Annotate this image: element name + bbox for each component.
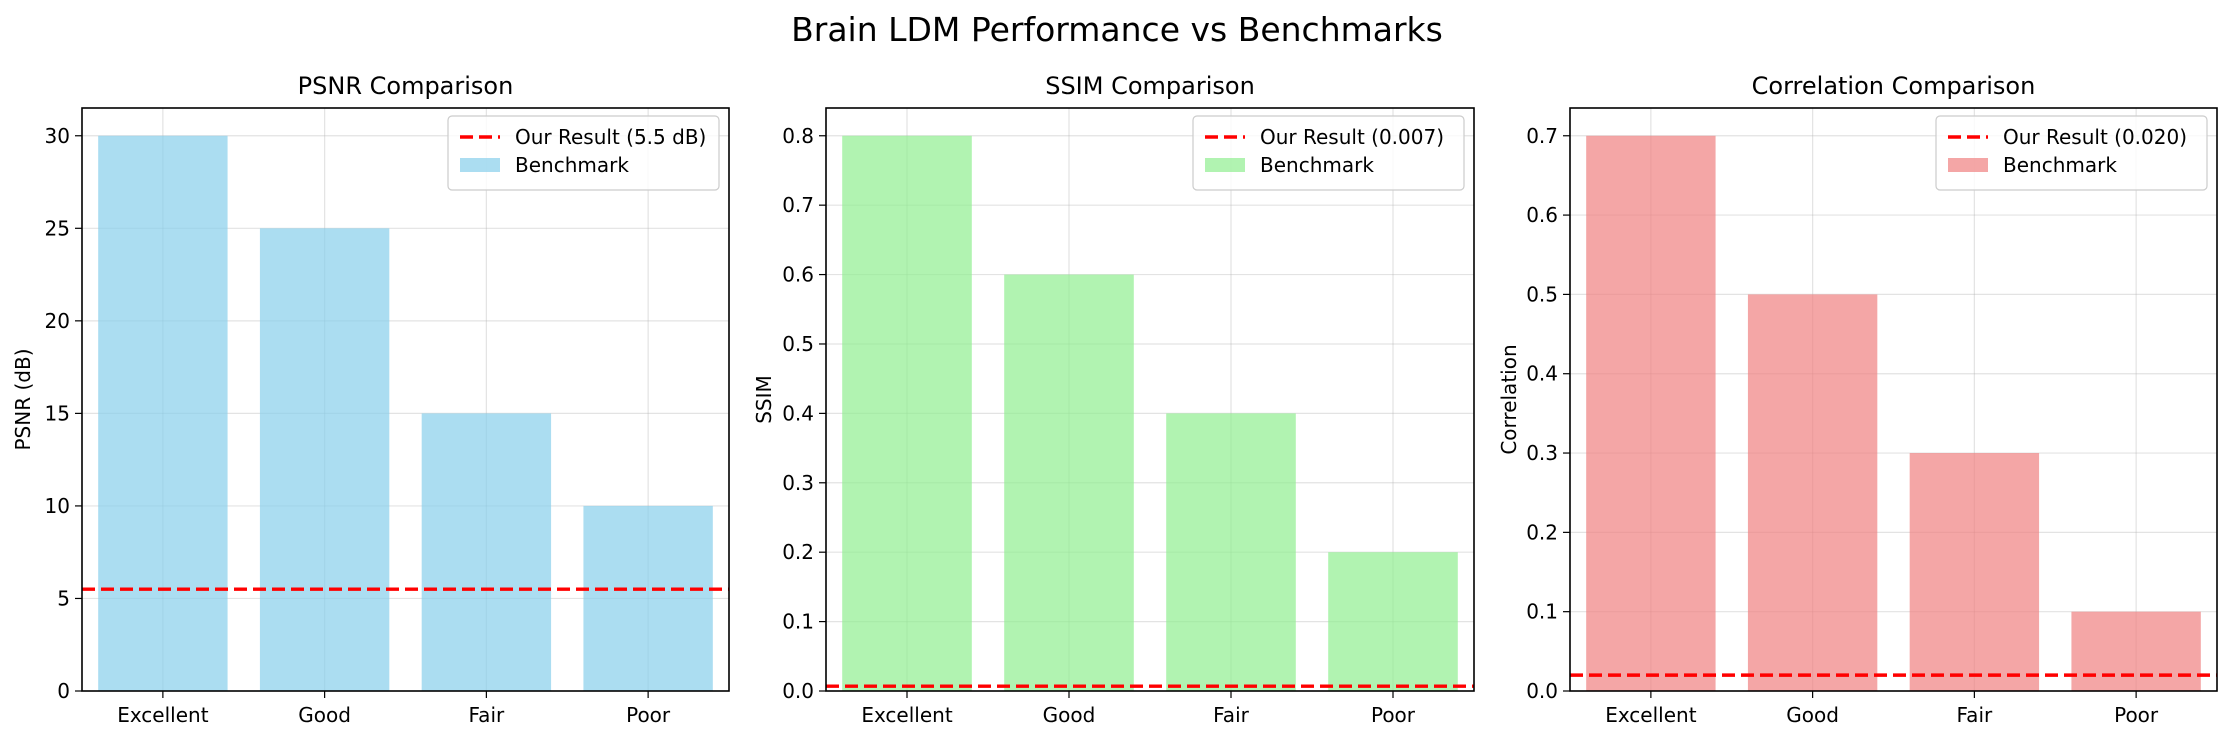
bar-fair xyxy=(1166,413,1296,691)
legend: Our Result (0.020) Benchmark xyxy=(1935,115,2208,191)
y-tick-label: 0.0 xyxy=(1526,679,1558,703)
bar-fair xyxy=(421,413,552,691)
legend-box xyxy=(447,115,720,191)
axes-frame xyxy=(825,107,1475,692)
y-tick-label: 0.2 xyxy=(782,540,814,564)
bar-excellent xyxy=(98,135,228,691)
y-tick-label: 0.7 xyxy=(1526,124,1558,148)
y-tick-label: 0.8 xyxy=(782,124,814,148)
legend-label-result: Our Result (5.5 dB) xyxy=(515,125,706,149)
bar-good xyxy=(259,228,390,692)
chart-panel-2: SSIM Comparison 0.0 0.1 0.2 0.3 0.4 0.5 0.6 0.7 0… xyxy=(752,72,1475,727)
x-tick-label: Fair xyxy=(469,703,505,727)
panel-title: Correlation Comparison xyxy=(1752,72,2036,100)
x-tick-label: Excellent xyxy=(117,703,209,727)
y-tick-label: 25 xyxy=(45,216,70,240)
x-tick-label: Poor xyxy=(1371,703,1416,727)
legend-label-benchmark: Benchmark xyxy=(2003,153,2117,177)
chart-panel-3: Correlation Comparison 0.0 0.1 0.2 0.3 0.4 0.5… xyxy=(1497,72,2218,727)
y-tick-label: 0.6 xyxy=(782,263,814,287)
legend: Our Result (5.5 dB) Benchmark xyxy=(447,115,720,191)
legend-label-result: Our Result (0.007) xyxy=(1260,125,1444,149)
y-tick-label: 0.0 xyxy=(782,679,814,703)
bar-poor xyxy=(583,505,713,691)
chart-panel-1: PSNR Comparison 0 5 10 15 20 25 30 Excellent Good… xyxy=(11,72,730,727)
axes-frame xyxy=(1569,107,2218,692)
y-tick-label: 0.3 xyxy=(782,471,814,495)
y-axis-label: SSIM xyxy=(752,375,776,424)
bar-good xyxy=(1004,274,1134,691)
y-axis-label: PSNR (dB) xyxy=(11,349,35,451)
y-tick-label: 0.5 xyxy=(1526,282,1558,306)
y-tick-label: 5 xyxy=(57,586,70,610)
y-tick-label: 0.2 xyxy=(1526,520,1558,544)
x-tick-label: Good xyxy=(1786,703,1839,727)
legend: Our Result (0.007) Benchmark xyxy=(1192,115,1465,191)
legend-box xyxy=(1192,115,1465,191)
y-tick-label: 15 xyxy=(45,401,70,425)
x-tick-label: Fair xyxy=(1957,703,1993,727)
x-tick-label: Fair xyxy=(1213,703,1249,727)
x-tick-label: Good xyxy=(298,703,351,727)
y-tick-label: 0.4 xyxy=(782,401,814,425)
bar-excellent xyxy=(842,135,972,691)
panel-title: PSNR Comparison xyxy=(298,72,514,100)
bar-fair xyxy=(1909,453,2040,691)
bar-good xyxy=(1747,294,1878,691)
figure-title: Brain LDM Performance vs Benchmarks xyxy=(791,10,1443,49)
legend-bar-swatch xyxy=(1205,158,1245,172)
x-tick-label: Poor xyxy=(2114,703,2159,727)
legend-label-benchmark: Benchmark xyxy=(515,153,629,177)
y-tick-label: 0 xyxy=(57,679,70,703)
y-tick-label: 0.7 xyxy=(782,193,814,217)
bar-poor xyxy=(2071,611,2201,691)
y-tick-label: 0.6 xyxy=(1526,203,1558,227)
y-tick-label: 30 xyxy=(45,124,70,148)
y-tick-label: 20 xyxy=(45,309,70,333)
legend-label-benchmark: Benchmark xyxy=(1260,153,1374,177)
legend-label-result: Our Result (0.020) xyxy=(2003,125,2187,149)
y-tick-label: 0.1 xyxy=(1526,600,1558,624)
y-tick-label: 0.4 xyxy=(1526,362,1558,386)
y-tick-label: 10 xyxy=(45,494,70,518)
panel-title: SSIM Comparison xyxy=(1045,72,1255,100)
x-tick-label: Excellent xyxy=(1605,703,1697,727)
y-tick-label: 0.3 xyxy=(1526,441,1558,465)
bar-excellent xyxy=(1586,135,1716,691)
legend-bar-swatch xyxy=(1948,158,1988,172)
y-tick-label: 0.5 xyxy=(782,332,814,356)
legend-bar-swatch xyxy=(460,158,500,172)
x-tick-label: Poor xyxy=(626,703,671,727)
x-tick-label: Good xyxy=(1043,703,1096,727)
y-tick-label: 0.1 xyxy=(782,610,814,634)
axes-frame xyxy=(81,107,730,692)
y-axis-label: Correlation xyxy=(1497,344,1521,454)
bar-poor xyxy=(1328,552,1458,691)
legend-box xyxy=(1935,115,2208,191)
x-tick-label: Excellent xyxy=(861,703,953,727)
